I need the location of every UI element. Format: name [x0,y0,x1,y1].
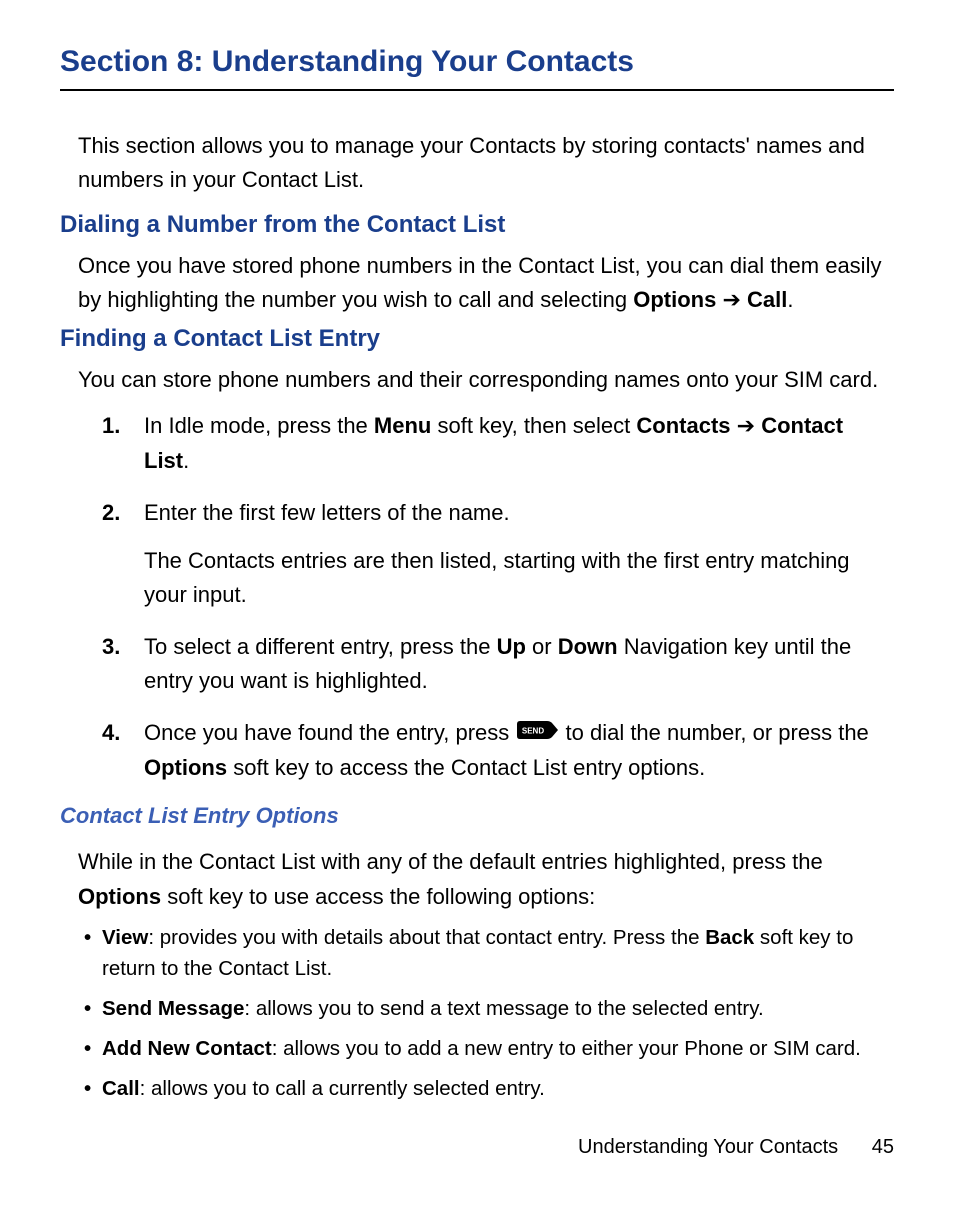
entry-pre: While in the Contact List with any of th… [78,849,823,874]
up-bold: Up [497,634,526,659]
step1-post: . [183,448,189,473]
dialing-post: . [787,287,793,312]
step1-pre: In Idle mode, press the [144,413,374,438]
finding-body: You can store phone numbers and their co… [78,363,894,397]
step1-mid: soft key, then select [431,413,636,438]
step-number: 4. [102,716,120,750]
intro-paragraph: This section allows you to manage your C… [78,129,894,197]
bullet-send-message: Send Message: allows you to send a text … [84,993,894,1025]
arrow-icon: ➔ [731,413,762,438]
options-bold: Options [633,287,716,312]
call-bold: Call [102,1077,140,1100]
bullet-view: View: provides you with details about th… [84,922,894,986]
call-bold: Call [747,287,787,312]
entry-post: soft key to use access the following opt… [161,884,595,909]
heading-finding: Finding a Contact List Entry [60,325,894,353]
options-bullets: View: provides you with details about th… [84,922,894,1105]
step2-line: Enter the first few letters of the name. [144,500,510,525]
down-bold: Down [558,634,618,659]
step-3: 3. To select a different entry, press th… [102,630,894,698]
options-bold: Options [144,755,227,780]
dialing-body: Once you have stored phone numbers in th… [78,249,894,317]
call-rest: : allows you to call a currently selecte… [140,1077,545,1100]
step3-pre: To select a different entry, press the [144,634,497,659]
footer-text: Understanding Your Contacts [578,1136,838,1158]
contacts-bold: Contacts [636,413,730,438]
send-message-bold: Send Message [102,997,244,1020]
step4-mid: to dial the number, or press the [566,720,869,745]
step3-mid: or [526,634,558,659]
page-footer: Understanding Your Contacts 45 [578,1136,894,1159]
step2-followup: The Contacts entries are then listed, st… [144,544,894,612]
step-number: 1. [102,409,120,443]
steps-list: 1. In Idle mode, press the Menu soft key… [102,409,894,785]
add-new-contact-rest: : allows you to add a new entry to eithe… [272,1037,861,1060]
step-4: 4. Once you have found the entry, press … [102,716,894,785]
subheading-entry-options: Contact List Entry Options [60,803,894,829]
entry-options-body: While in the Contact List with any of th… [78,845,894,913]
view-rest-pre: : provides you with details about that c… [148,926,705,949]
menu-bold: Menu [374,413,431,438]
step-number: 3. [102,630,120,664]
step-1: 1. In Idle mode, press the Menu soft key… [102,409,894,477]
options-bold: Options [78,884,161,909]
view-bold: View [102,926,148,949]
step4-post: soft key to access the Contact List entr… [227,755,705,780]
send-message-rest: : allows you to send a text message to t… [244,997,763,1020]
send-icon-label: SEND [522,727,544,736]
step4-pre: Once you have found the entry, press [144,720,515,745]
bullet-add-new-contact: Add New Contact: allows you to add a new… [84,1033,894,1065]
heading-dialing: Dialing a Number from the Contact List [60,211,894,239]
add-new-contact-bold: Add New Contact [102,1037,272,1060]
step-number: 2. [102,496,120,530]
section-title: Section 8: Understanding Your Contacts [60,45,894,91]
back-bold: Back [705,926,754,949]
step-2: 2. Enter the first few letters of the na… [102,496,894,612]
page-number: 45 [872,1136,894,1158]
arrow-icon: ➔ [716,287,747,312]
bullet-call: Call: allows you to call a currently sel… [84,1073,894,1105]
send-icon: SEND [515,715,559,749]
